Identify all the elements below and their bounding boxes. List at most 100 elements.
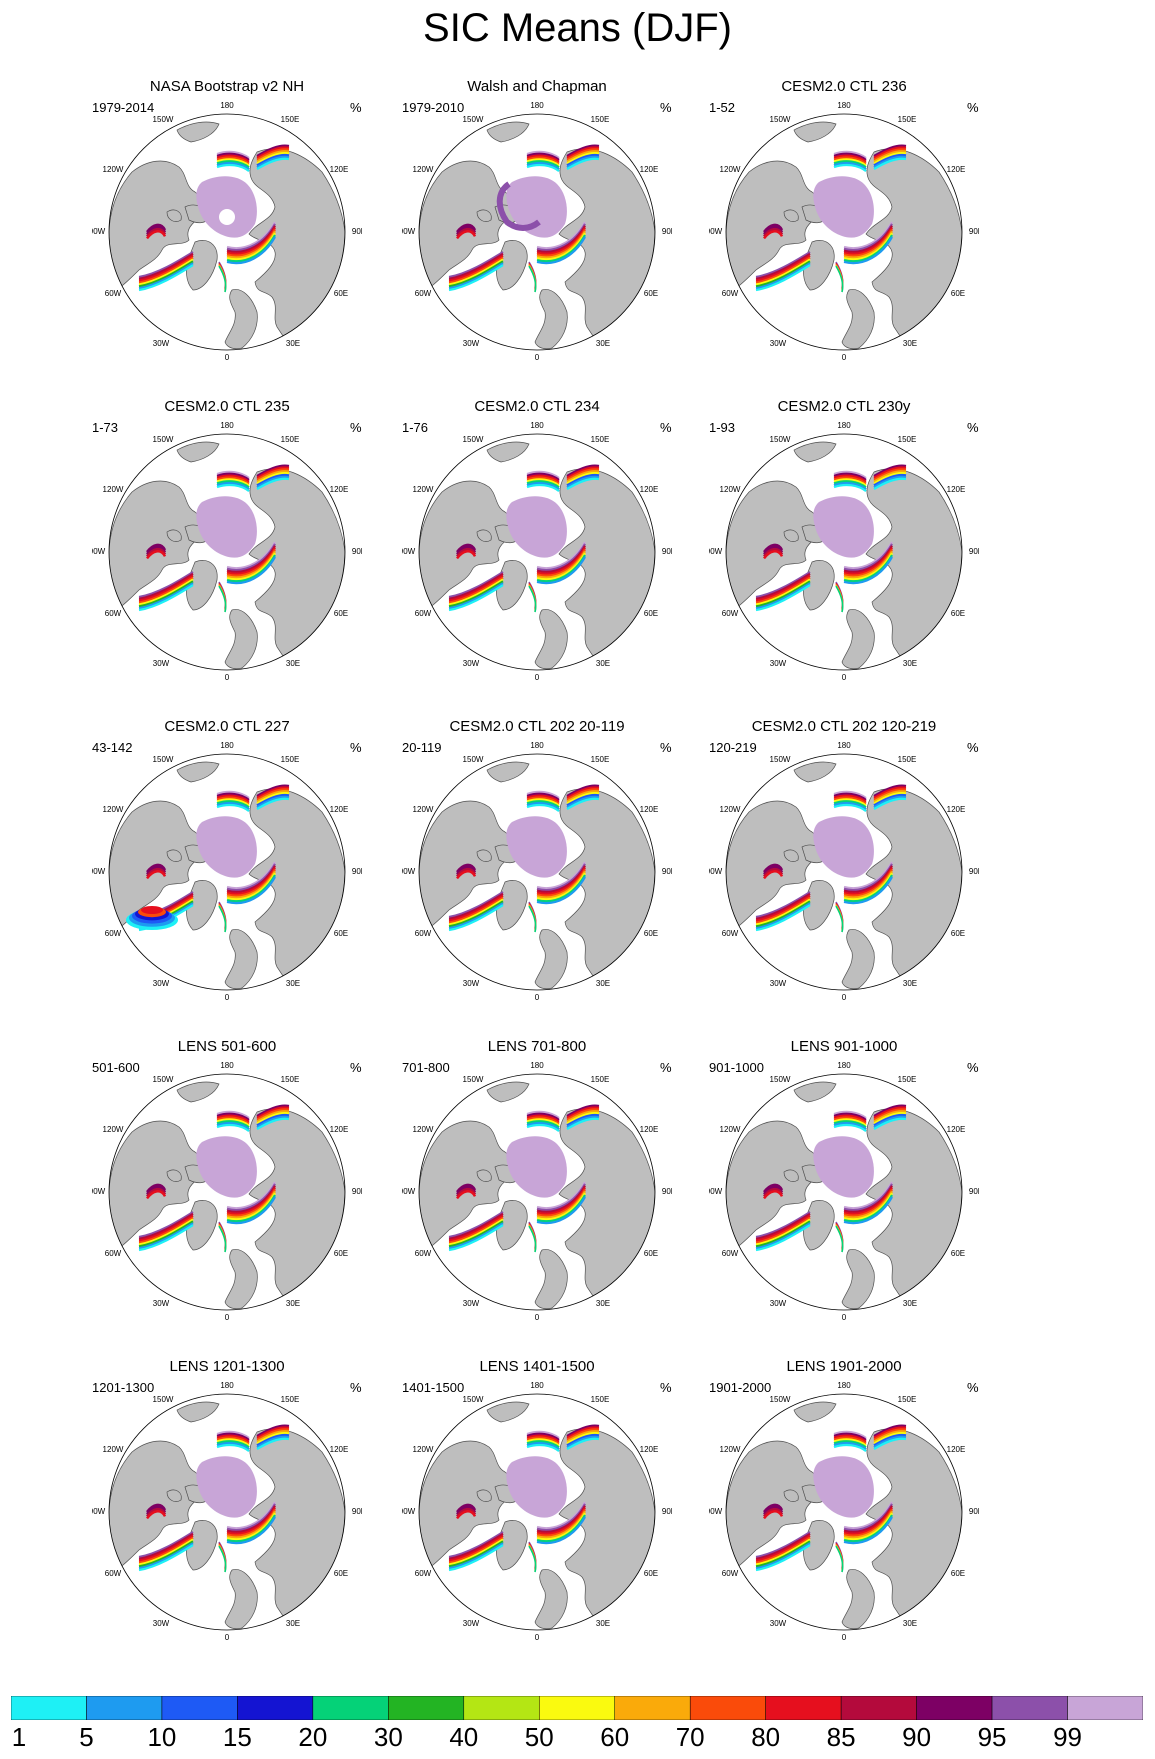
polar-map: 180 150E 120E 90E 60E 30E 0 30W 60W 90W 120W 150W bbox=[402, 1382, 672, 1642]
meridian-label: 150W bbox=[153, 755, 174, 764]
meridian-label: 150E bbox=[898, 1075, 917, 1084]
meridian-label: 180 bbox=[220, 102, 234, 110]
panel-unit: % bbox=[350, 740, 362, 755]
meridian-label: 90W bbox=[92, 547, 106, 556]
meridian-label: 30E bbox=[903, 659, 917, 668]
meridian-label: 90W bbox=[402, 1187, 416, 1196]
panel-years: 43-142 bbox=[92, 740, 133, 755]
meridian-label: 30E bbox=[596, 979, 610, 988]
meridian-label: 0 bbox=[842, 993, 847, 1002]
meridian-label: 120E bbox=[640, 1445, 659, 1454]
colorbar-swatch bbox=[539, 1696, 615, 1720]
meridian-label: 150E bbox=[898, 755, 917, 764]
panel-unit: % bbox=[660, 740, 672, 755]
meridian-label: 0 bbox=[535, 673, 540, 682]
meridian-label: 30W bbox=[770, 1619, 787, 1628]
panel-years: 1-52 bbox=[709, 100, 736, 115]
meridian-label: 90W bbox=[402, 547, 416, 556]
meridian-label: 120E bbox=[640, 805, 659, 814]
meridian-label: 0 bbox=[225, 673, 230, 682]
meridian-label: 30E bbox=[596, 1299, 610, 1308]
meridian-label: 60E bbox=[951, 929, 965, 938]
colorbar-swatch bbox=[765, 1696, 842, 1720]
meridian-label: 30E bbox=[903, 979, 917, 988]
panel-unit: % bbox=[967, 740, 979, 755]
meridian-label: 120W bbox=[413, 805, 434, 814]
meridian-label: 60W bbox=[415, 609, 432, 618]
meridian-label: 30E bbox=[286, 659, 300, 668]
meridian-label: 150E bbox=[591, 1395, 610, 1404]
panel-years: 120-219 bbox=[709, 740, 757, 755]
panel-years: 501-600 bbox=[92, 1060, 140, 1075]
meridian-label: 120W bbox=[720, 1125, 741, 1134]
meridian-label: 0 bbox=[535, 353, 540, 362]
meridian-label: 150E bbox=[898, 435, 917, 444]
meridian-label: 90E bbox=[352, 227, 362, 236]
meridian-label: 0 bbox=[225, 353, 230, 362]
meridian-label: 180 bbox=[837, 1062, 851, 1070]
meridian-label: 0 bbox=[842, 673, 847, 682]
panel-unit: % bbox=[350, 1060, 362, 1075]
colorbar-label: 95 bbox=[977, 1722, 1007, 1752]
meridian-label: 90E bbox=[352, 1507, 362, 1516]
map-panel: CESM2.0 CTL 234 1-76% 180 150E 120E 90E 60E 30E… bbox=[402, 398, 692, 688]
polar-map: 180 150E 120E 90E 60E 30E 0 30W 60W 90W 120W 150W bbox=[402, 1062, 672, 1322]
panel-title: LENS 701-800 bbox=[487, 1038, 587, 1055]
map-panel: CESM2.0 CTL 230y 1-93% 180 150E 120E 90E 60E 30… bbox=[709, 398, 999, 688]
panel-unit: % bbox=[967, 100, 979, 115]
panel-unit: % bbox=[967, 420, 979, 435]
meridian-label: 0 bbox=[842, 1313, 847, 1322]
colorbar-swatch bbox=[689, 1696, 766, 1720]
colorbar-swatch bbox=[614, 1696, 691, 1720]
meridian-label: 30E bbox=[286, 339, 300, 348]
map-panel: CESM2.0 CTL 202 120-219 120-219% 180 150E 12… bbox=[709, 718, 999, 1008]
polar-map: 180 150E 120E 90E 60E 30E 0 30W 60W 90W 120W 150W bbox=[92, 422, 362, 682]
meridian-label: 60E bbox=[951, 289, 965, 298]
colorbar-label: 85 bbox=[826, 1722, 856, 1752]
meridian-label: 90E bbox=[352, 867, 362, 876]
meridian-label: 120E bbox=[330, 485, 349, 494]
meridian-label: 150W bbox=[770, 435, 791, 444]
meridian-label: 90E bbox=[662, 547, 672, 556]
panel-unit: % bbox=[660, 1060, 672, 1075]
colorbar-label: 20 bbox=[298, 1722, 328, 1752]
panel-title: CESM2.0 CTL 235 bbox=[164, 398, 290, 415]
polar-map: 180 150E 120E 90E 60E 30E 0 30W 60W 90W 120W 150W bbox=[92, 1062, 362, 1322]
meridian-label: 150W bbox=[153, 115, 174, 124]
panel-unit: % bbox=[660, 100, 672, 115]
meridian-label: 60W bbox=[722, 1569, 739, 1578]
polar-map: 180 150E 120E 90E 60E 30E 0 30W 60W 90W 120W 150W bbox=[402, 742, 672, 1002]
panel-title: CESM2.0 CTL 230y bbox=[777, 398, 911, 415]
colorbar-label: 60 bbox=[600, 1722, 630, 1752]
panel-unit: % bbox=[350, 100, 362, 115]
meridian-label: 0 bbox=[225, 1313, 230, 1322]
meridian-label: 120E bbox=[640, 1125, 659, 1134]
meridian-label: 150W bbox=[770, 755, 791, 764]
polar-map: 180 150E 120E 90E 60E 30E 0 30W 60W 90W 120W 150W bbox=[402, 102, 672, 362]
meridian-label: 30E bbox=[286, 1619, 300, 1628]
meridian-label: 150E bbox=[898, 115, 917, 124]
polar-map: 180 150E 120E 90E 60E 30E 0 30W 60W 90W 120W 150W bbox=[709, 102, 979, 362]
meridian-label: 120E bbox=[947, 485, 966, 494]
meridian-label: 90W bbox=[402, 227, 416, 236]
meridian-label: 90W bbox=[402, 1507, 416, 1516]
meridian-label: 180 bbox=[837, 422, 851, 430]
polar-map: 180 150E 120E 90E 60E 30E 0 30W 60W 90W 120W 150W bbox=[92, 742, 362, 1002]
meridian-label: 150W bbox=[770, 1075, 791, 1084]
meridian-label: 150W bbox=[463, 1075, 484, 1084]
meridian-label: 0 bbox=[842, 353, 847, 362]
meridian-label: 30W bbox=[770, 979, 787, 988]
panel-unit: % bbox=[660, 1380, 672, 1395]
meridian-label: 150W bbox=[153, 1395, 174, 1404]
polar-map: 180 150E 120E 90E 60E 30E 0 30W 60W 90W 120W 150W bbox=[709, 1382, 979, 1642]
meridian-label: 60W bbox=[105, 1249, 122, 1258]
meridian-label: 60E bbox=[334, 1569, 348, 1578]
panel-years: 1979-2014 bbox=[92, 100, 155, 115]
meridian-label: 60E bbox=[644, 929, 658, 938]
meridian-label: 0 bbox=[225, 993, 230, 1002]
meridian-label: 180 bbox=[530, 1062, 544, 1070]
meridian-label: 0 bbox=[535, 1633, 540, 1642]
meridian-label: 120W bbox=[720, 165, 741, 174]
meridian-label: 90E bbox=[969, 1187, 979, 1196]
meridian-label: 30E bbox=[286, 1299, 300, 1308]
